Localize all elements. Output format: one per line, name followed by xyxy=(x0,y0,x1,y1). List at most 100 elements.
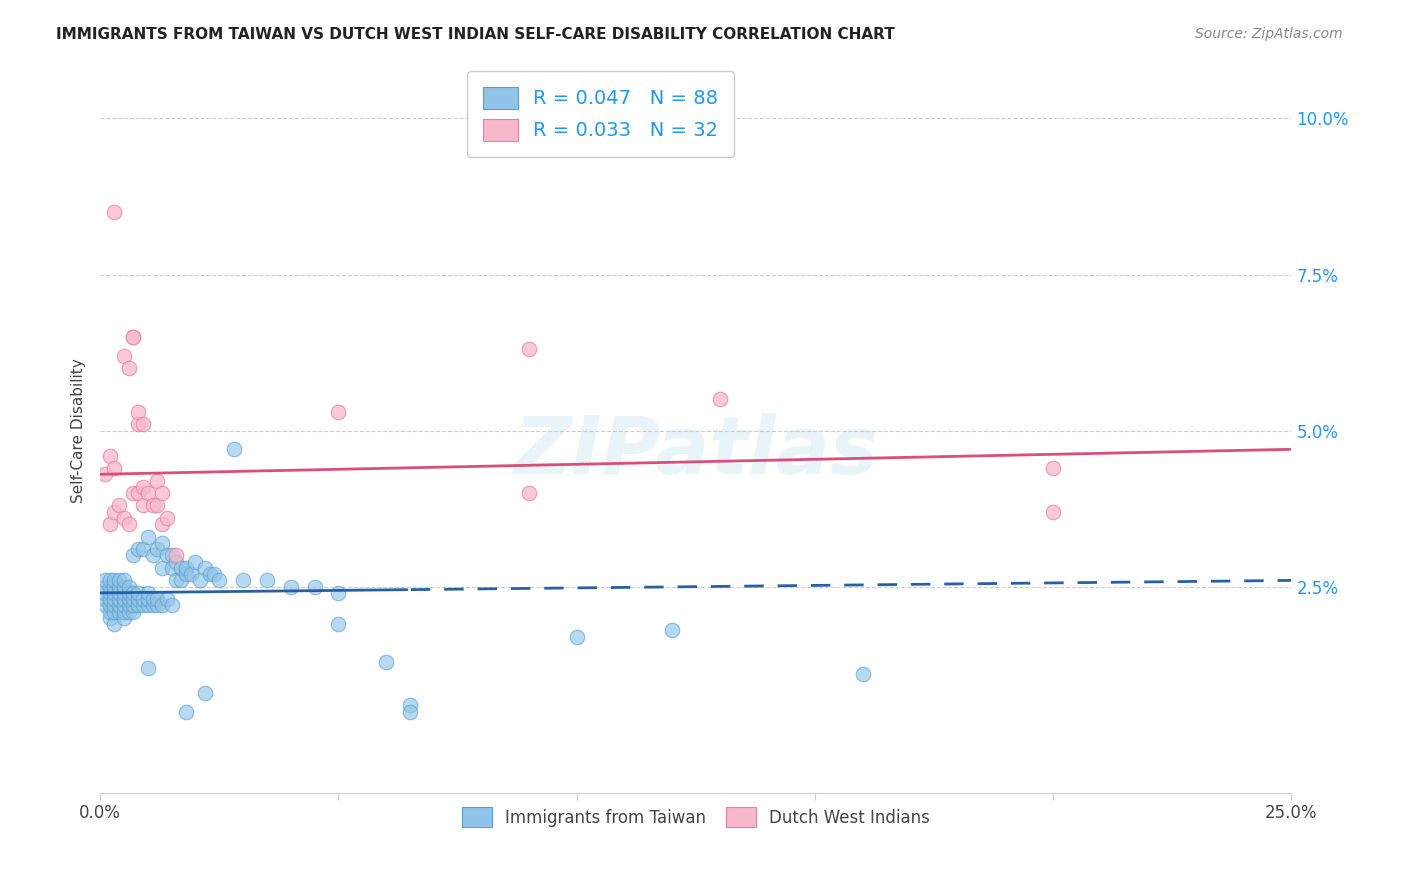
Point xyxy=(103,505,125,519)
Point xyxy=(103,586,125,600)
Point xyxy=(103,580,125,594)
Point xyxy=(146,499,169,513)
Point xyxy=(118,361,141,376)
Point xyxy=(565,630,588,644)
Point xyxy=(661,624,683,638)
Point xyxy=(160,599,183,613)
Point xyxy=(709,392,731,407)
Point xyxy=(112,605,135,619)
Point xyxy=(112,611,135,625)
Point xyxy=(132,499,155,513)
Point xyxy=(136,599,159,613)
Point xyxy=(118,599,141,613)
Point xyxy=(127,592,149,607)
Point xyxy=(127,586,149,600)
Point xyxy=(127,542,149,557)
Point xyxy=(146,542,169,557)
Point xyxy=(98,580,121,594)
Point xyxy=(112,599,135,613)
Text: Source: ZipAtlas.com: Source: ZipAtlas.com xyxy=(1195,27,1343,41)
Point xyxy=(194,686,217,700)
Point xyxy=(112,349,135,363)
Point xyxy=(517,343,540,357)
Point xyxy=(132,542,155,557)
Point xyxy=(150,561,173,575)
Point xyxy=(150,517,173,532)
Point xyxy=(98,611,121,625)
Point xyxy=(132,417,155,432)
Point xyxy=(304,580,326,594)
Point xyxy=(1042,461,1064,475)
Point xyxy=(103,574,125,588)
Point xyxy=(112,592,135,607)
Point xyxy=(122,330,145,344)
Point xyxy=(108,499,131,513)
Point xyxy=(188,574,211,588)
Point xyxy=(122,605,145,619)
Point xyxy=(108,605,131,619)
Point xyxy=(165,574,187,588)
Point xyxy=(232,574,254,588)
Point xyxy=(194,561,217,575)
Point xyxy=(132,592,155,607)
Point xyxy=(136,586,159,600)
Point xyxy=(112,580,135,594)
Point xyxy=(150,599,173,613)
Point xyxy=(122,599,145,613)
Point xyxy=(112,511,135,525)
Point xyxy=(98,586,121,600)
Point xyxy=(146,599,169,613)
Point xyxy=(156,549,179,563)
Point xyxy=(165,555,187,569)
Point xyxy=(103,592,125,607)
Point xyxy=(141,499,163,513)
Point xyxy=(118,580,141,594)
Point xyxy=(108,592,131,607)
Point xyxy=(108,586,131,600)
Point xyxy=(280,580,302,594)
Point xyxy=(328,586,350,600)
Point xyxy=(118,605,141,619)
Point xyxy=(146,474,169,488)
Point xyxy=(399,705,422,719)
Point xyxy=(256,574,278,588)
Point xyxy=(94,580,117,594)
Point xyxy=(122,486,145,500)
Point xyxy=(103,605,125,619)
Point xyxy=(328,617,350,632)
Point xyxy=(328,405,350,419)
Point xyxy=(103,617,125,632)
Point xyxy=(108,580,131,594)
Point xyxy=(103,599,125,613)
Point xyxy=(146,592,169,607)
Point xyxy=(132,480,155,494)
Point xyxy=(103,461,125,475)
Point xyxy=(399,698,422,713)
Point xyxy=(118,592,141,607)
Point xyxy=(98,592,121,607)
Point xyxy=(204,567,226,582)
Point xyxy=(98,599,121,613)
Point xyxy=(122,330,145,344)
Point xyxy=(132,599,155,613)
Point xyxy=(136,486,159,500)
Point xyxy=(108,599,131,613)
Text: ZIPatlas: ZIPatlas xyxy=(513,413,879,491)
Legend: Immigrants from Taiwan, Dutch West Indians: Immigrants from Taiwan, Dutch West India… xyxy=(453,799,938,835)
Point xyxy=(112,586,135,600)
Point xyxy=(180,567,202,582)
Point xyxy=(98,449,121,463)
Point xyxy=(141,592,163,607)
Point xyxy=(122,592,145,607)
Point xyxy=(103,205,125,219)
Point xyxy=(136,530,159,544)
Point xyxy=(208,574,231,588)
Point xyxy=(156,511,179,525)
Point xyxy=(98,605,121,619)
Point xyxy=(122,549,145,563)
Point xyxy=(174,561,197,575)
Point xyxy=(94,586,117,600)
Point xyxy=(94,574,117,588)
Y-axis label: Self-Care Disability: Self-Care Disability xyxy=(72,359,86,503)
Point xyxy=(150,486,173,500)
